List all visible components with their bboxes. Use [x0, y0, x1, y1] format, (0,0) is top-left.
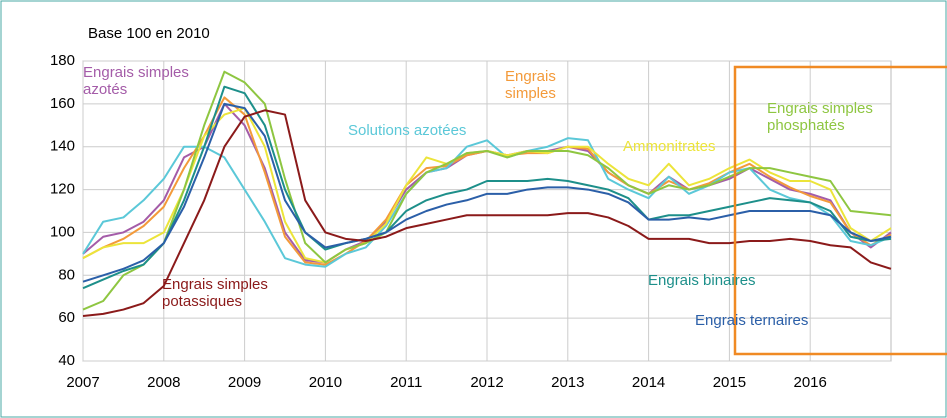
x-tick-label: 2007	[66, 374, 99, 391]
series-line	[82, 102, 892, 283]
x-tick-label: 2014	[632, 374, 665, 391]
y-tick-label: 140	[50, 138, 75, 155]
x-tick-label: 2010	[309, 374, 342, 391]
y-tick-label: 40	[58, 352, 75, 369]
y-tick-label: 180	[50, 52, 75, 69]
series-label: Solutions azotées	[348, 122, 467, 139]
y-tick-label: 80	[58, 266, 75, 283]
y-tick-label: 60	[58, 309, 75, 326]
series-label: Ammonitrates	[623, 138, 716, 155]
series-label: Engrais ternaires	[695, 312, 809, 329]
x-tick-label: 2009	[228, 374, 261, 391]
highlight-box	[733, 65, 947, 356]
series-line	[82, 137, 892, 268]
x-tick-label: 2016	[794, 374, 827, 391]
y-tick-label: 120	[50, 181, 75, 198]
series-line	[82, 85, 892, 290]
series-label: Engrais binaires	[648, 272, 756, 289]
x-tick-label: 2013	[551, 374, 584, 391]
x-tick-label: 2008	[147, 374, 180, 391]
series-label: Engrais simples potassiques	[162, 276, 268, 310]
y-tick-label: 100	[50, 223, 75, 240]
y-tick-label: 160	[50, 95, 75, 112]
series-label: Engrais simples azotés	[83, 64, 189, 98]
x-tick-label: 2012	[470, 374, 503, 391]
series-label: Engrais simples	[505, 68, 556, 102]
subtitle: Base 100 en 2010	[88, 25, 210, 42]
series-line	[82, 70, 892, 311]
series-line	[82, 109, 892, 317]
x-tick-label: 2015	[713, 374, 746, 391]
series-label: Engrais simples phosphatés	[767, 100, 873, 134]
x-tick-label: 2011	[390, 374, 422, 391]
